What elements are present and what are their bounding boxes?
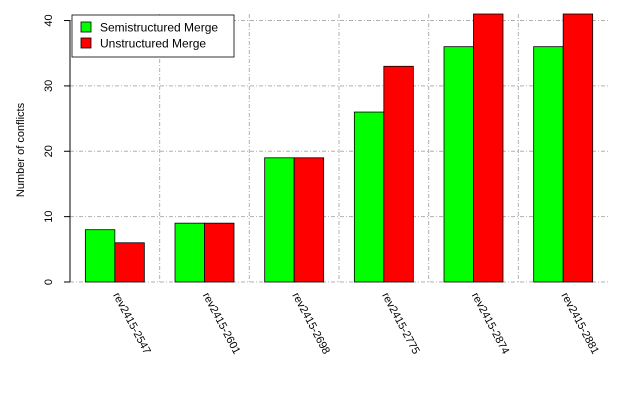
bar-semistructured-rev2415-2775 <box>353 111 385 283</box>
bar-unstructured-rev2415-2874 <box>473 13 504 283</box>
legend-swatch-unstructured <box>80 37 92 49</box>
legend: Semistructured Merge Unstructured Merge <box>71 14 235 58</box>
legend-swatch-semistructured <box>80 21 92 33</box>
bar-semistructured-rev2415-2601 <box>174 222 205 283</box>
bar-semistructured-rev2415-2698 <box>264 157 295 283</box>
bar-unstructured-rev2415-2775 <box>383 65 414 283</box>
bar-semistructured-rev2415-2547 <box>84 229 116 283</box>
bar-unstructured-rev2415-2698 <box>293 157 325 283</box>
y-ticks: 0 10 20 30 40 <box>43 14 70 285</box>
y-axis-label: Number of conflicts <box>15 102 27 197</box>
bar-semistructured-rev2415-2881 <box>533 46 564 283</box>
x-tick-label: rev2415-2698 <box>290 291 332 357</box>
bar-semistructured-rev2415-2874 <box>443 46 474 283</box>
y-tick-label: 0 <box>43 279 55 285</box>
x-ticks: rev2415-2547 rev2415-2601 rev2415-2698 rev2… <box>110 291 601 357</box>
x-tick-label: rev2415-2601 <box>200 291 242 357</box>
bars-layer <box>84 13 594 283</box>
bar-unstructured-rev2415-2881 <box>562 13 594 283</box>
bar-unstructured-rev2415-2547 <box>114 242 145 283</box>
y-tick-label: 40 <box>43 14 55 26</box>
x-tick-label: rev2415-2881 <box>559 291 601 357</box>
x-tick-label: rev2415-2547 <box>110 291 152 357</box>
bar-unstructured-rev2415-2601 <box>204 222 235 283</box>
legend-box <box>71 14 235 58</box>
legend-label-semistructured: Semistructured Merge <box>100 21 218 35</box>
y-tick-label: 30 <box>43 80 55 92</box>
x-tick-label: rev2415-2874 <box>469 291 511 357</box>
y-tick-label: 10 <box>43 211 55 223</box>
legend-label-unstructured: Unstructured Merge <box>100 37 206 51</box>
x-tick-label: rev2415-2775 <box>379 291 421 357</box>
y-tick-label: 20 <box>43 145 55 157</box>
